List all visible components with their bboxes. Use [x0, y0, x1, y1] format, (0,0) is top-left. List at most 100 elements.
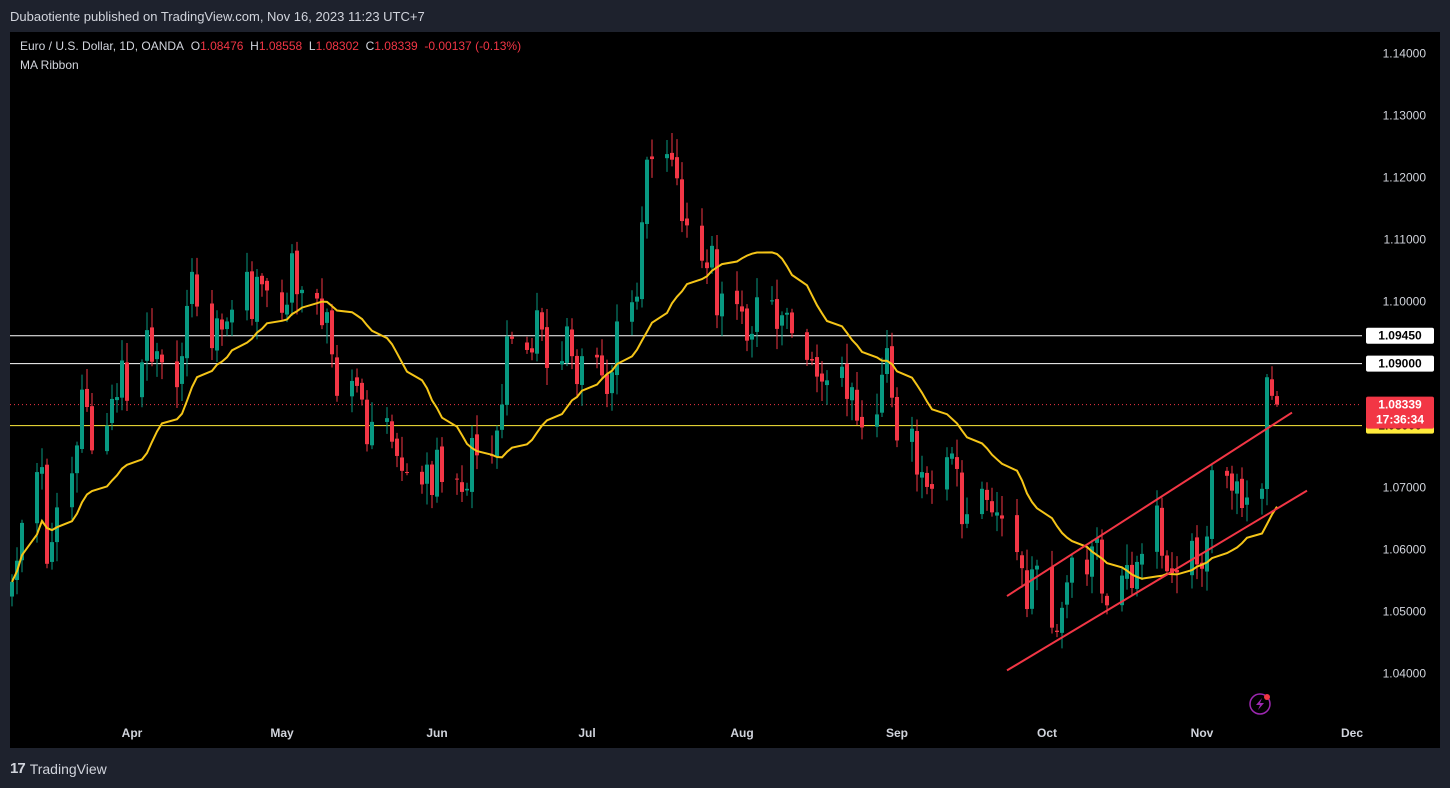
candle-body	[1100, 539, 1104, 594]
legend-ohlc: Euro / U.S. Dollar, 1D, OANDA O1.08476 H…	[20, 39, 521, 53]
legend-indicator[interactable]: MA Ribbon	[20, 58, 79, 72]
candle-body	[500, 404, 504, 430]
candle-body	[220, 319, 224, 330]
tradingview-brand[interactable]: 17 TradingView	[10, 760, 107, 777]
candle-body	[990, 501, 994, 513]
candle-body	[665, 154, 669, 159]
legend-close-value: 1.08339	[374, 39, 418, 53]
candle-body	[195, 274, 199, 307]
candle-body	[35, 472, 39, 524]
candle-body	[150, 327, 154, 362]
candle-body	[395, 438, 399, 456]
candle-body	[1270, 379, 1274, 396]
level-tag-0-text: 1.09450	[1378, 329, 1422, 343]
candle-body	[715, 249, 719, 316]
candle-body	[1135, 561, 1139, 589]
price-tick-label: 1.06000	[1383, 543, 1427, 557]
candle-body	[770, 300, 774, 302]
candle-body	[1235, 481, 1239, 494]
candle-body	[720, 293, 724, 317]
candle-body	[1160, 507, 1164, 556]
candle-body	[1165, 555, 1169, 572]
price-tick-label: 1.05000	[1383, 605, 1427, 619]
candle-body	[985, 489, 989, 500]
candle-body	[505, 336, 509, 405]
candle-body	[230, 309, 234, 323]
candle-body	[70, 473, 74, 508]
candle-body	[335, 357, 339, 396]
candle-body	[540, 312, 544, 330]
candle-body	[840, 366, 844, 378]
candle-body	[145, 330, 149, 361]
candle-body	[875, 414, 879, 427]
ma-ribbon-line	[11, 251, 1278, 583]
candle-body	[700, 225, 704, 261]
candle-body	[475, 434, 479, 456]
candle-body	[455, 478, 459, 480]
candle-body	[115, 397, 119, 401]
candle-body	[10, 581, 14, 597]
channel-layer	[1006, 411, 1308, 672]
lightning-icon[interactable]	[1249, 693, 1271, 715]
candle-body	[920, 472, 924, 478]
date-tick-label: May	[270, 726, 294, 740]
candle-body	[850, 387, 854, 401]
candle-body	[1140, 553, 1144, 565]
candle-body	[1065, 582, 1069, 605]
candle-body	[845, 363, 849, 399]
candle-body	[565, 326, 569, 363]
candle-body	[495, 430, 499, 457]
candle-body	[1025, 570, 1029, 610]
price-axis[interactable]: 1.140001.130001.120001.110001.100001.090…	[1383, 47, 1427, 681]
candle-body	[1210, 470, 1214, 539]
candle-body	[1155, 505, 1159, 552]
candle-body	[85, 388, 89, 407]
candle-body	[140, 362, 144, 398]
candle-body	[815, 357, 819, 377]
legend-high-value: 1.08558	[258, 39, 303, 53]
date-tick-label: Aug	[730, 726, 753, 740]
candle-body	[245, 271, 249, 311]
candle-body	[180, 356, 184, 384]
candle-body	[90, 406, 94, 451]
candle-body	[855, 389, 859, 421]
level-tag-0-bg	[1366, 327, 1434, 344]
candle-body	[1205, 536, 1209, 572]
last-price-tag-text: 1.08339	[1378, 398, 1422, 412]
candle-body	[315, 292, 319, 299]
date-tick-label: Apr	[122, 726, 143, 740]
candle-body	[510, 336, 514, 339]
candle-body	[545, 327, 549, 368]
candle-body	[210, 303, 214, 349]
tradingview-logo-icon: 17	[10, 760, 26, 777]
candle-body	[300, 289, 304, 294]
candle-body	[640, 222, 644, 300]
legend-low-value: 1.08302	[315, 39, 359, 53]
last-price-tag-bg	[1366, 396, 1434, 429]
legend-high-label: H	[250, 39, 259, 53]
candle-layer	[10, 133, 1279, 649]
candle-body	[575, 355, 579, 385]
candle-body	[1015, 515, 1019, 553]
candle-body	[80, 389, 84, 449]
date-tick-label: Nov	[1191, 726, 1214, 740]
candle-body	[1085, 559, 1089, 575]
levels-layer	[10, 335, 1362, 427]
candle-body	[280, 292, 284, 313]
candle-body	[405, 472, 409, 474]
price-tick-label: 1.10000	[1383, 295, 1427, 309]
candle-body	[705, 262, 709, 269]
candle-body	[215, 318, 219, 351]
candle-body	[670, 152, 674, 160]
candle-body	[255, 276, 259, 322]
candle-body	[980, 488, 984, 515]
candle-body	[330, 310, 334, 355]
candle-body	[1095, 538, 1099, 543]
date-tick-label: Sep	[886, 726, 908, 740]
candle-body	[1030, 569, 1034, 609]
chart-frame[interactable]	[10, 32, 1440, 748]
candle-body	[355, 377, 359, 386]
candle-body	[825, 380, 829, 386]
time-axis[interactable]: Apr May Jun Jul Aug Sep Oct Nov Dec	[122, 726, 1364, 740]
